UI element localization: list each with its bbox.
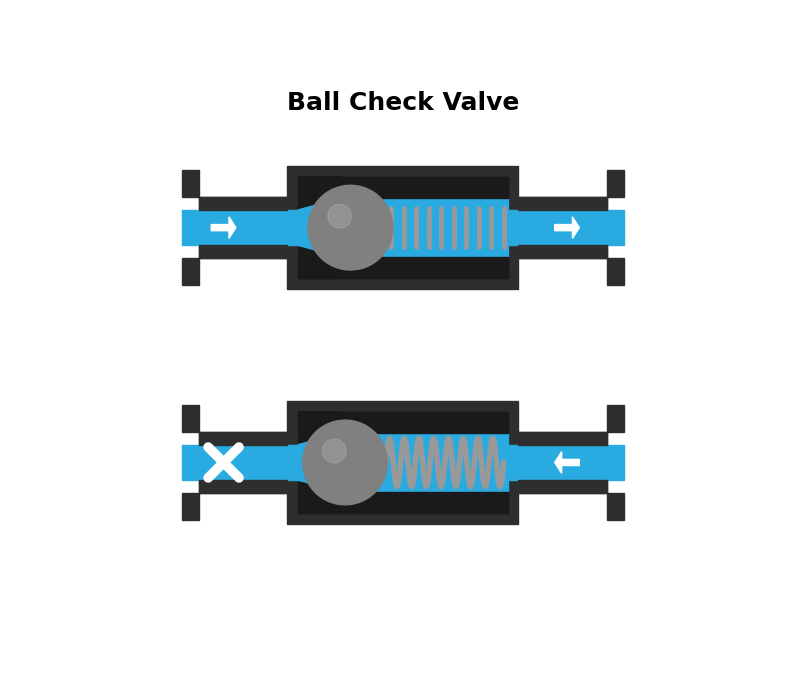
Polygon shape [298,257,340,278]
Bar [607,405,624,431]
Polygon shape [298,177,340,199]
Bar [199,431,288,493]
Bar [518,197,607,210]
Bar [199,431,288,445]
Bar [182,405,199,431]
Bar [182,210,624,245]
Bar [298,412,508,434]
Circle shape [308,185,393,270]
Bar [199,480,288,493]
Bar [518,197,607,259]
Circle shape [328,204,351,228]
Bar [182,259,199,285]
Bar [182,170,199,197]
Bar [340,199,508,257]
Polygon shape [298,492,340,513]
Bar [518,431,607,493]
Circle shape [303,420,387,505]
Bar [607,493,624,520]
Bar [518,431,607,445]
Polygon shape [298,199,340,257]
Polygon shape [298,434,340,492]
Text: Ball Check Valve: Ball Check Valve [287,91,519,115]
Bar [518,480,607,493]
Bar [607,259,624,285]
Bar [288,166,518,289]
Polygon shape [211,217,236,238]
Polygon shape [555,217,579,238]
Bar [298,412,508,513]
Bar [199,245,288,259]
Polygon shape [555,452,579,473]
Bar [340,434,508,492]
Bar [182,445,624,480]
Bar [298,177,508,278]
Bar [199,197,288,210]
Bar [288,401,518,524]
Circle shape [322,439,346,463]
Bar [298,177,508,199]
Bar [199,197,288,259]
Bar [298,492,508,513]
Bar [182,493,199,520]
Bar [607,170,624,197]
Polygon shape [298,412,340,434]
Bar [298,257,508,278]
Bar [518,245,607,259]
